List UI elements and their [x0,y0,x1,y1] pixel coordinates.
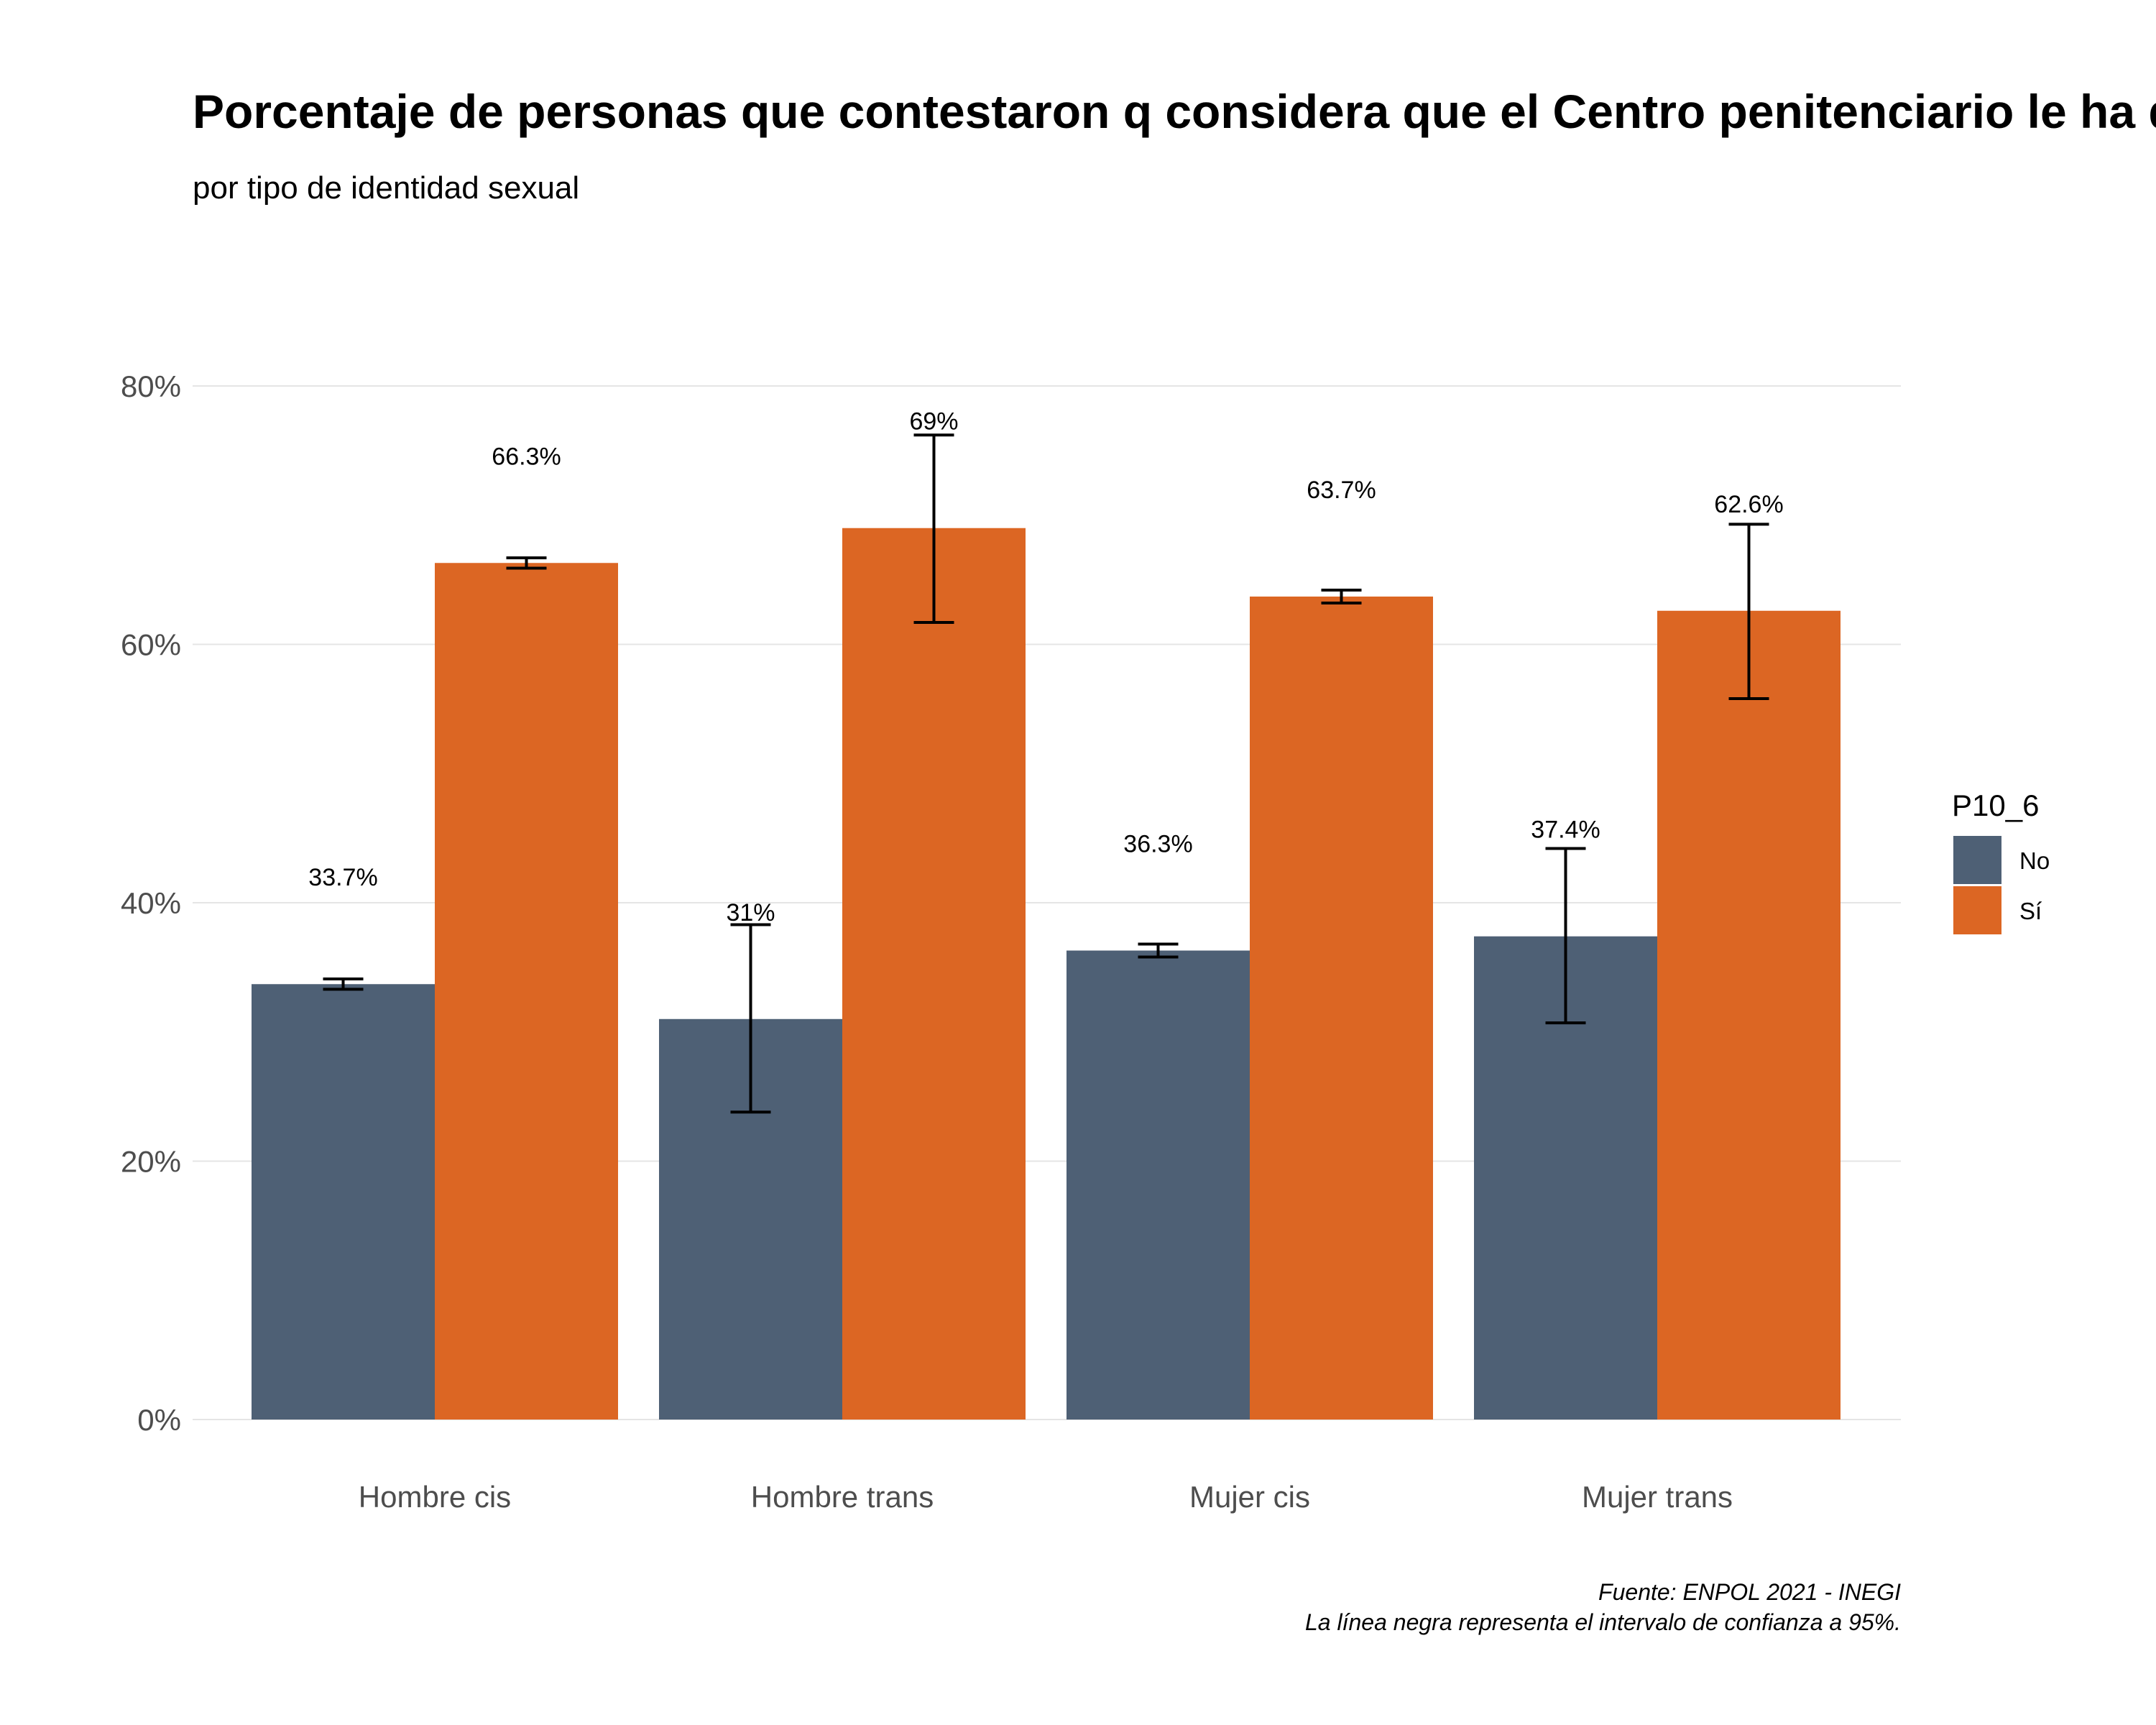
bar-sí-0 [435,563,618,1420]
bar-sí-2 [1250,596,1433,1420]
y-tick-label: 40% [121,886,181,920]
legend-title: P10_6 [1952,788,2039,822]
data-label: 63.7% [1307,477,1376,504]
legend-label-sí: Sí [2019,898,2042,924]
data-label: 36.3% [1123,831,1192,858]
bar-no-0 [252,984,435,1420]
error-bars [323,433,1769,1114]
bar-no-2 [1067,950,1250,1420]
data-labels: 33.7% 66.3% 31% 69% 36.3% 63.7% 37.4% 62.6% [308,408,1783,926]
legend-key-sí [1953,886,2001,934]
y-tick-label: 60% [121,628,181,662]
y-tick-label: 0% [137,1403,181,1437]
caption-note: La línea negra representa el intervalo d… [1305,1609,1901,1635]
legend: P10_6 No Sí [1952,788,2050,934]
caption-source: Fuente: ENPOL 2021 - INEGI [1598,1579,1901,1605]
x-axis-ticks: Hombre cis Hombre trans Mujer cis Mujer tra… [359,1480,1733,1514]
data-label: 66.3% [492,443,561,470]
data-label: 31% [726,899,775,926]
data-label: 69% [909,408,958,436]
chart-subtitle: por tipo de identidad sexual [193,170,579,206]
y-axis-ticks: 0% 20% 40% 60% 80% [121,369,181,1437]
legend-key-no [1953,836,2001,884]
chart-title: Porcentaje de personas que contestaron q… [193,85,2156,138]
x-tick-label: Hombre cis [359,1480,511,1514]
data-label: 62.6% [1714,491,1783,518]
x-tick-label: Mujer trans [1582,1480,1733,1514]
legend-label-no: No [2019,847,2050,874]
y-tick-label: 80% [121,369,181,403]
y-tick-label: 20% [121,1145,181,1179]
data-label: 33.7% [308,864,377,891]
bar-sí-3 [1657,610,1841,1420]
bar-sí-1 [842,528,1026,1420]
x-tick-label: Hombre trans [751,1480,934,1514]
x-tick-label: Mujer cis [1189,1480,1310,1514]
bars [252,528,1841,1420]
data-label: 37.4% [1531,816,1600,844]
